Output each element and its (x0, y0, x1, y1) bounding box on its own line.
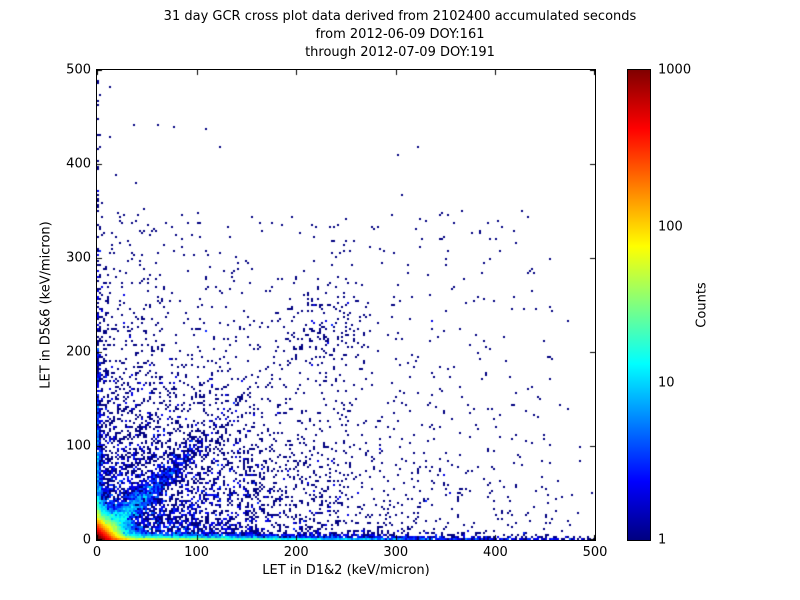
y-tick-label: 200 (66, 344, 91, 360)
y-tick-label: 500 (66, 62, 91, 78)
x-tick-label: 400 (482, 545, 508, 560)
y-tick-label: 300 (66, 250, 91, 266)
colorbar (627, 69, 651, 541)
x-tick-label: 100 (184, 545, 210, 560)
x-tick-label: 300 (383, 545, 409, 560)
y-tick-label: 100 (66, 438, 91, 454)
chart-title: 31 day GCR cross plot data derived from … (0, 8, 800, 62)
y-tick-label: 400 (66, 156, 91, 172)
chart-title-line1: 31 day GCR cross plot data derived from … (163, 9, 637, 24)
x-tick-label: 200 (283, 545, 309, 560)
colorbar-tick-label: 1000 (658, 62, 692, 78)
y-tick-label: 0 (82, 532, 91, 548)
x-tick-label: 500 (582, 545, 608, 560)
scatter-canvas (97, 70, 595, 540)
plot-area (96, 69, 596, 541)
colorbar-label: Counts (694, 282, 710, 328)
x-tick-label: 0 (92, 545, 102, 560)
colorbar-tick-label: 10 (658, 375, 675, 391)
y-axis-label: LET in D5&6 (keV/micron) (38, 221, 54, 389)
colorbar-tick-label: 100 (658, 219, 683, 235)
chart-title-line2: from 2012-06-09 DOY:161 (315, 27, 485, 42)
x-axis-label: LET in D1&2 (keV/micron) (262, 563, 430, 578)
chart-title-line3: through 2012-07-09 DOY:191 (305, 45, 495, 60)
colorbar-tick-label: 1 (658, 532, 667, 548)
